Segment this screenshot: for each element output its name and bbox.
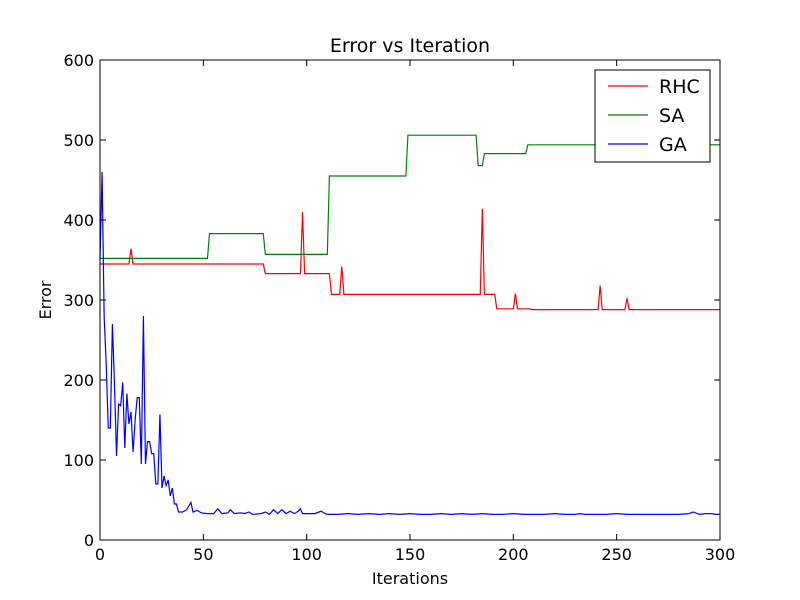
legend-label-sa: SA [659,105,684,127]
x-tick-label: 250 [601,545,632,564]
legend-box [594,69,711,163]
series-line-ga [99,171,720,516]
y-tick-label: 600 [63,51,94,70]
legend-label-rhc: RHC [659,76,700,98]
y-tick-label: 400 [63,211,94,230]
x-tick-label: 150 [395,545,426,564]
x-tick-label: 50 [193,545,213,564]
y-tick-label: 200 [63,371,94,390]
x-tick-label: 0 [95,545,105,564]
y-tick-label: 0 [84,531,94,550]
y-axis-title: Error [36,280,55,319]
chart-title: Error vs Iteration [330,35,490,57]
y-tick-label: 100 [63,451,94,470]
axis-ticks: 0 50 100 150 200 250 300 0 100 200 300 400 500 600 [63,51,735,564]
x-tick-label: 100 [291,545,322,564]
x-axis-title: Iterations [372,569,448,588]
y-tick-label: 500 [63,131,94,150]
legend-label-ga: GA [659,134,687,156]
x-tick-label: 300 [705,545,736,564]
series-line-sa [100,134,720,259]
y-tick-label: 300 [63,291,94,310]
series-lines [99,134,720,516]
legend: RHC SA GA [594,69,711,163]
series-line-rhc [100,208,720,311]
x-tick-label: 200 [498,545,529,564]
